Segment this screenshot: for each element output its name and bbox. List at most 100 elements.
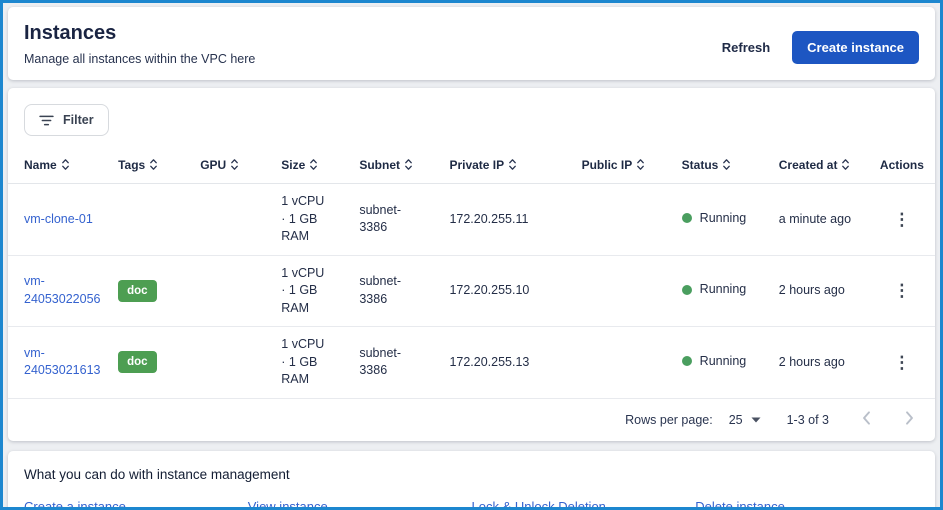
help-item: Lock & Unlock Deletion Lock & Unlock Del… <box>471 498 696 510</box>
help-link[interactable]: Create a instance <box>24 498 126 510</box>
sort-icon <box>637 159 645 170</box>
tag-chip: doc <box>118 279 157 302</box>
row-actions-kebab-button[interactable]: ⋮ <box>886 351 917 374</box>
pagination-range: 1-3 of 3 <box>786 412 829 427</box>
sort-icon <box>231 159 239 170</box>
private-ip-cell: 172.20.255.10 <box>449 255 582 327</box>
column-label: Subnet <box>359 158 401 172</box>
filter-label: Filter <box>63 113 94 127</box>
header-actions: Refresh Create instance <box>720 31 919 64</box>
rows-per-page-label: Rows per page: <box>625 412 713 427</box>
actions-cell: ⋮ <box>874 183 935 256</box>
name-cell: vm-clone-01 <box>8 183 119 256</box>
column-header-status[interactable]: Status <box>681 146 779 184</box>
column-header-actions: Actions <box>874 146 935 184</box>
size-cell: 1 vCPU · 1 GB RAM <box>281 183 360 256</box>
column-label: Name <box>24 158 57 172</box>
status-cell: Running <box>681 183 779 256</box>
gpu-cell <box>200 183 282 256</box>
refresh-button[interactable]: Refresh <box>720 36 772 59</box>
actions-cell: ⋮ <box>874 326 935 399</box>
previous-page-button[interactable] <box>853 405 880 434</box>
next-page-button[interactable] <box>896 405 923 434</box>
gpu-cell <box>200 326 282 399</box>
column-header-name[interactable]: Name <box>8 146 119 184</box>
public-ip-cell <box>581 326 682 399</box>
column-label: Size <box>281 158 306 172</box>
status-badge: Running <box>681 210 746 228</box>
help-item: Create a instance Create new instance <box>24 498 248 510</box>
created-at-cell: a minute ago <box>778 183 875 256</box>
column-header-tags[interactable]: Tags <box>118 146 201 184</box>
column-label: Actions <box>879 157 924 172</box>
public-ip-cell <box>581 255 682 327</box>
instances-table: Name Tags GPU Size Subnet Private IP Public IP… <box>8 146 935 399</box>
sort-icon <box>509 159 517 170</box>
column-header-size[interactable]: Size <box>281 146 360 184</box>
sort-icon <box>723 159 731 170</box>
rows-per-page-value: 25 <box>728 412 743 427</box>
chevron-right-icon <box>905 411 914 425</box>
subnet-cell: subnet-3386 <box>359 183 450 256</box>
column-header-public-ip[interactable]: Public IP <box>581 146 682 184</box>
column-header-subnet[interactable]: Subnet <box>359 146 450 184</box>
help-panel: What you can do with instance management… <box>8 450 935 510</box>
instance-name-link[interactable]: vm-24053021613 <box>24 345 101 378</box>
page-header-text: Instances Manage all instances within th… <box>24 22 255 66</box>
help-item: View instance View list & detail of inst… <box>247 498 472 510</box>
filter-icon <box>39 115 54 126</box>
rows-per-page-select[interactable]: 25 <box>729 411 761 429</box>
status-cell: Running <box>681 255 779 327</box>
chevron-left-icon <box>862 411 871 425</box>
name-cell: vm-24053022056 <box>8 255 119 327</box>
status-dot-icon <box>681 284 692 295</box>
private-ip-cell: 172.20.255.13 <box>449 326 582 399</box>
tag-chip: doc <box>118 351 157 374</box>
row-actions-kebab-button[interactable]: ⋮ <box>886 279 917 302</box>
help-link[interactable]: View instance <box>247 498 328 510</box>
created-at-cell: 2 hours ago <box>778 255 875 327</box>
column-label: Tags <box>118 158 146 172</box>
column-header-gpu[interactable]: GPU <box>200 146 282 184</box>
column-label: GPU <box>200 158 227 172</box>
help-item: Delete instance Delete instance <box>695 498 919 510</box>
instance-name-link[interactable]: vm-24053022056 <box>24 274 101 306</box>
filter-button[interactable]: Filter <box>24 104 109 136</box>
status-label: Running <box>699 353 747 368</box>
column-label: Private IP <box>449 158 505 172</box>
status-dot-icon <box>681 213 692 224</box>
column-label: Public IP <box>581 158 633 172</box>
tags-cell: doc <box>118 326 201 399</box>
status-label: Running <box>699 282 747 297</box>
page-header: Instances Manage all instances within th… <box>8 7 935 80</box>
help-link[interactable]: Delete instance <box>695 498 785 510</box>
sort-icon <box>61 159 69 170</box>
status-badge: Running <box>681 281 747 299</box>
row-actions-kebab-button[interactable]: ⋮ <box>886 208 917 231</box>
sort-icon <box>842 159 850 170</box>
table-body: vm-clone-01 1 vCPU · 1 GB RAM subnet-338… <box>8 183 935 399</box>
page-title: Instances <box>24 22 117 44</box>
tags-cell: doc <box>118 255 201 327</box>
help-title: What you can do with instance management <box>24 466 290 482</box>
table-row: vm-24053022056 doc 1 vCPU · 1 GB RAM sub… <box>8 255 935 327</box>
name-cell: vm-24053021613 <box>8 326 119 399</box>
public-ip-cell <box>581 183 682 256</box>
status-dot-icon <box>681 356 692 367</box>
actions-cell: ⋮ <box>874 255 935 327</box>
table-header-row: Name Tags GPU Size Subnet Private IP Public IP… <box>8 146 935 184</box>
created-at-cell: 2 hours ago <box>778 326 875 399</box>
help-grid: Create a instance Create new instance Vi… <box>24 498 919 510</box>
help-link[interactable]: Lock & Unlock Deletion <box>471 498 606 510</box>
column-header-created-at[interactable]: Created at <box>778 146 875 184</box>
instance-name-link[interactable]: vm-clone-01 <box>24 211 93 226</box>
instances-panel: Filter Name Tags GPU Size Subnet Private IP Pu… <box>8 88 935 441</box>
create-instance-button[interactable]: Create instance <box>792 31 919 64</box>
table-row: vm-24053021613 doc 1 vCPU · 1 GB RAM sub… <box>8 326 935 399</box>
gpu-cell <box>200 255 282 327</box>
column-header-private-ip[interactable]: Private IP <box>449 146 582 184</box>
status-cell: Running <box>681 326 779 399</box>
column-label: Created at <box>778 158 838 172</box>
table-row: vm-clone-01 1 vCPU · 1 GB RAM subnet-338… <box>8 183 935 256</box>
